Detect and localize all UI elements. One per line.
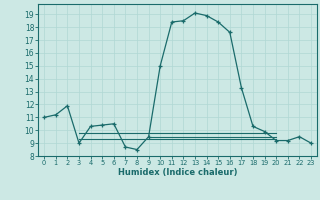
X-axis label: Humidex (Indice chaleur): Humidex (Indice chaleur)	[118, 168, 237, 177]
